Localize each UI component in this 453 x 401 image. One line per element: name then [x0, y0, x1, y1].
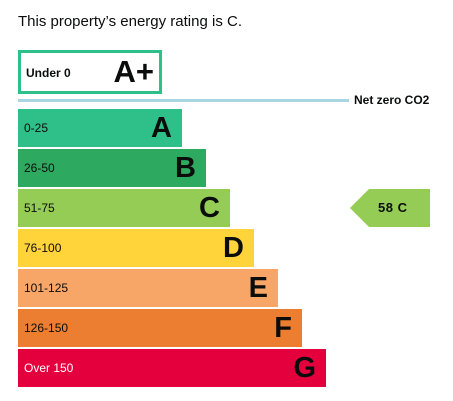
band-a-letter: A: [151, 112, 172, 144]
current-rating-arrow: 58 C: [350, 189, 430, 227]
band-e: 101-125 E: [18, 269, 278, 307]
band-e-letter: E: [248, 272, 268, 304]
band-g-range: Over 150: [24, 361, 74, 375]
band-e-range: 101-125: [24, 281, 69, 295]
rating-headline: This property’s energy rating is C.: [18, 13, 242, 30]
band-c-range: 51-75: [24, 201, 55, 215]
band-a-plus: Under 0 A+: [18, 50, 162, 94]
band-d-letter: D: [223, 232, 244, 264]
band-b-range: 26-50: [24, 161, 55, 175]
band-c: 51-75 C: [18, 189, 230, 227]
band-d-range: 76-100: [24, 241, 62, 255]
band-g: Over 150 G: [18, 349, 326, 387]
band-f-letter: F: [274, 312, 292, 344]
band-a-range: 0-25: [24, 121, 49, 135]
band-g-letter: G: [293, 352, 316, 384]
band-b-letter: B: [175, 152, 196, 184]
band-c-letter: C: [199, 192, 220, 224]
current-rating-arrow-shape: [350, 189, 430, 227]
net-zero-label: Net zero CO2: [354, 93, 430, 107]
band-b: 26-50 B: [18, 149, 206, 187]
band-f: 126-150 F: [18, 309, 302, 347]
net-zero-line: [18, 99, 349, 102]
band-d: 76-100 D: [18, 229, 254, 267]
band-a: 0-25 A: [18, 109, 182, 147]
current-rating-value: 58 C: [378, 200, 408, 215]
band-a-plus-letter: A+: [113, 54, 155, 89]
band-f-range: 126-150: [24, 321, 69, 335]
band-a-plus-range: Under 0: [26, 66, 71, 80]
